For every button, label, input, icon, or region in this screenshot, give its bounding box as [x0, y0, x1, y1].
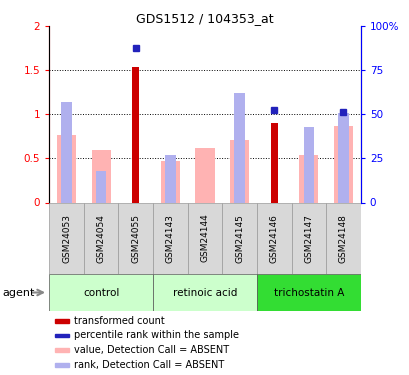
Bar	[187, 202, 222, 274]
Bar	[160, 161, 180, 202]
Bar	[118, 202, 153, 274]
Bar	[49, 202, 83, 274]
Text: GSM24054: GSM24054	[97, 214, 106, 262]
Text: GSM24144: GSM24144	[200, 214, 209, 262]
Title: GDS1512 / 104353_at: GDS1512 / 104353_at	[136, 12, 273, 25]
Bar	[299, 155, 318, 203]
Text: agent: agent	[2, 288, 34, 297]
Text: GSM24148: GSM24148	[338, 214, 347, 262]
Text: GSM24145: GSM24145	[234, 214, 243, 262]
Bar	[153, 202, 187, 274]
Bar	[55, 334, 68, 338]
Bar	[333, 126, 352, 202]
Bar	[55, 319, 68, 323]
Bar	[55, 348, 68, 352]
Bar	[270, 123, 277, 202]
Text: GSM24146: GSM24146	[269, 214, 278, 262]
Bar	[61, 102, 72, 202]
Text: rank, Detection Call = ABSENT: rank, Detection Call = ABSENT	[74, 360, 224, 370]
Text: transformed count: transformed count	[74, 316, 164, 326]
Bar	[256, 274, 360, 311]
Bar	[57, 135, 76, 202]
Bar	[153, 274, 256, 311]
Bar	[165, 155, 175, 203]
Bar	[96, 171, 106, 202]
Bar	[132, 67, 139, 203]
Text: GSM24147: GSM24147	[303, 214, 312, 262]
Text: GSM24053: GSM24053	[62, 214, 71, 262]
Text: percentile rank within the sample: percentile rank within the sample	[74, 330, 238, 340]
Bar	[291, 202, 326, 274]
Bar	[49, 274, 153, 311]
Bar	[222, 202, 256, 274]
Text: GSM24143: GSM24143	[166, 214, 175, 262]
Bar	[337, 112, 348, 202]
Text: trichostatin A: trichostatin A	[273, 288, 343, 297]
Bar	[229, 140, 249, 202]
Text: control: control	[83, 288, 119, 297]
Bar	[55, 363, 68, 367]
Bar	[326, 202, 360, 274]
Bar	[83, 202, 118, 274]
Bar	[91, 150, 110, 202]
Bar	[303, 127, 313, 202]
Text: value, Detection Call = ABSENT: value, Detection Call = ABSENT	[74, 345, 229, 355]
Bar	[195, 148, 214, 202]
Bar	[256, 202, 291, 274]
Text: GSM24055: GSM24055	[131, 214, 140, 262]
Text: retinoic acid: retinoic acid	[172, 288, 237, 297]
Bar	[234, 93, 244, 202]
